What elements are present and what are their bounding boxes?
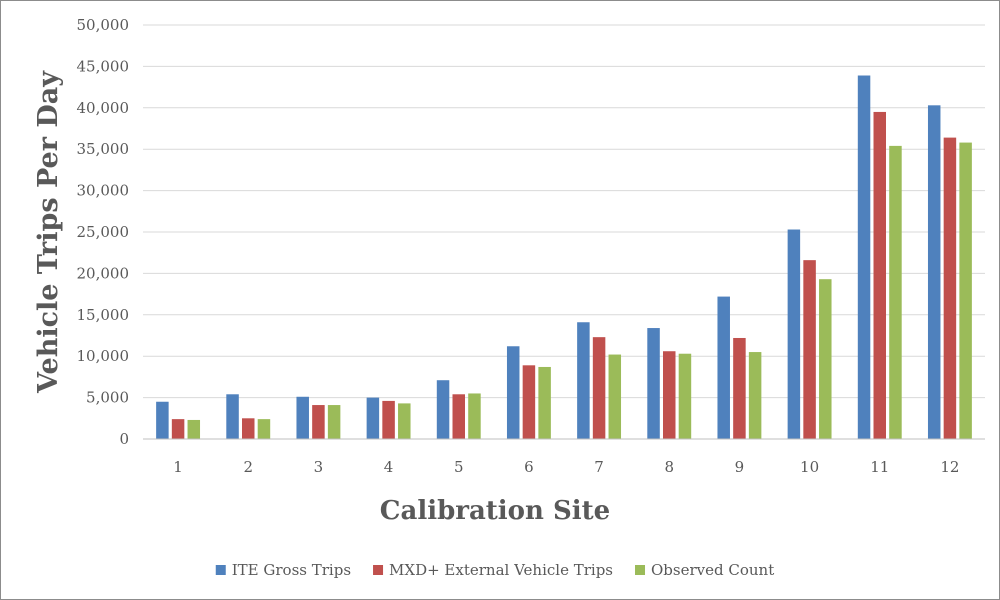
y-tick-label: 0	[119, 430, 129, 448]
bar-ite-gross-trips-site-11	[857, 75, 871, 440]
bar-observed-count-site-7	[608, 354, 622, 439]
gridlines	[143, 24, 985, 399]
y-tick-label: 50,000	[77, 16, 130, 34]
x-tick-label: 1	[173, 458, 183, 476]
bar-ite-gross-trips-site-6	[506, 346, 520, 439]
bar-observed-count-site-6	[538, 366, 551, 439]
bar-observed-count-site-11	[889, 145, 902, 439]
bar-observed-count-site-1	[187, 419, 201, 439]
bar-mxd-external-vehicle-trips-site-8	[663, 351, 676, 439]
legend-swatch	[215, 565, 226, 575]
bar-ite-gross-trips-site-8	[647, 328, 660, 439]
bar-observed-count-site-9	[748, 352, 762, 439]
bar-mxd-external-vehicle-trips-site-10	[803, 260, 816, 439]
bar-ite-gross-trips-site-4	[366, 397, 380, 439]
bar-ite-gross-trips-site-10	[787, 229, 801, 439]
bar-ite-gross-trips-site-7	[577, 322, 590, 439]
bar-ite-gross-trips-site-1	[156, 401, 169, 439]
bar-ite-gross-trips-site-2	[226, 394, 239, 439]
y-tick-label: 35,000	[77, 140, 130, 158]
bar-mxd-external-vehicle-trips-site-7	[592, 337, 606, 439]
bars	[156, 75, 972, 440]
y-axis-title: Vehicle Trips Per Day	[33, 70, 64, 394]
x-tick-label: 2	[243, 458, 253, 476]
x-tick-label: 8	[664, 458, 674, 476]
y-tick-label: 20,000	[77, 264, 130, 282]
x-axis-title: Calibration Site	[380, 496, 610, 526]
x-tick-label: 4	[384, 458, 394, 476]
x-tick-label: 6	[524, 458, 534, 476]
bar-mxd-external-vehicle-trips-site-12	[943, 137, 957, 439]
x-tick-label: 3	[314, 458, 324, 476]
bar-observed-count-site-8	[678, 353, 692, 439]
bar-observed-count-site-3	[327, 405, 341, 439]
bar-mxd-external-vehicle-trips-site-2	[242, 418, 255, 439]
y-tick-label: 45,000	[77, 57, 130, 75]
y-tick-label: 15,000	[77, 306, 130, 324]
legend-swatch	[635, 565, 646, 575]
bar-observed-count-site-10	[819, 279, 832, 439]
bar-mxd-external-vehicle-trips-site-11	[873, 111, 886, 439]
legend-label: ITE Gross Trips	[232, 561, 351, 579]
bar-observed-count-site-5	[468, 393, 481, 439]
x-tick-label: 7	[594, 458, 604, 476]
y-axis-ticks: 0 5,000 10,000 15,000 20,000 25,000 30,000 35,0…	[77, 16, 130, 448]
y-tick-label: 40,000	[77, 99, 130, 117]
bar-mxd-external-vehicle-trips-site-3	[312, 405, 325, 439]
bar-ite-gross-trips-site-12	[927, 105, 941, 439]
x-axis-ticks: 1 2 3 4 5 6 7 8 9 10 11 12	[173, 458, 959, 476]
x-tick-label: 5	[454, 458, 464, 476]
bar-ite-gross-trips-site-5	[436, 380, 450, 439]
legend-label: MXD+ External Vehicle Trips	[389, 561, 613, 579]
y-tick-label: 30,000	[77, 182, 130, 200]
x-tick-label: 9	[735, 458, 745, 476]
x-tick-label: 10	[800, 458, 819, 476]
y-tick-label: 25,000	[77, 223, 130, 241]
legend-label: Observed Count	[651, 561, 774, 579]
bar-ite-gross-trips-site-9	[717, 296, 730, 439]
legend: ITE Gross Trips MXD+ External Vehicle Tri…	[215, 561, 774, 579]
bar-mxd-external-vehicle-trips-site-4	[382, 400, 395, 439]
bar-mxd-external-vehicle-trips-site-6	[522, 365, 536, 439]
bar-mxd-external-vehicle-trips-site-1	[171, 419, 185, 439]
bar-mxd-external-vehicle-trips-site-9	[733, 337, 746, 439]
y-tick-label: 5,000	[86, 389, 129, 407]
bar-mxd-external-vehicle-trips-site-5	[452, 394, 465, 439]
bar-ite-gross-trips-site-3	[296, 396, 309, 439]
y-tick-label: 10,000	[77, 347, 130, 365]
legend-swatch	[373, 565, 384, 575]
bar-observed-count-site-2	[257, 419, 271, 439]
x-tick-label: 12	[940, 458, 959, 476]
bar-observed-count-site-4	[398, 403, 411, 439]
x-tick-label: 11	[870, 458, 889, 476]
bar-observed-count-site-12	[959, 142, 972, 440]
